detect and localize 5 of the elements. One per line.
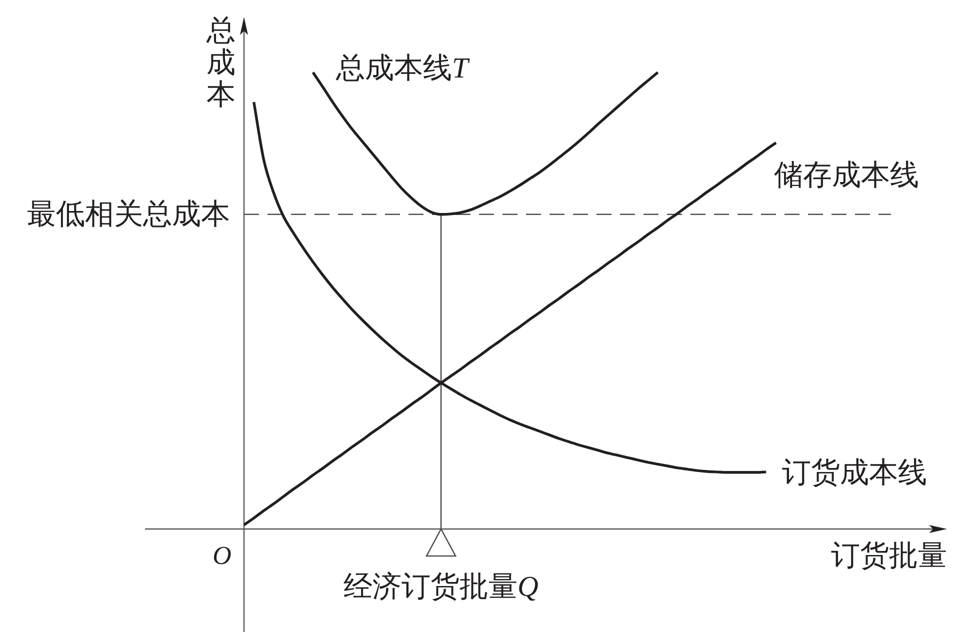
annotation: O bbox=[212, 540, 232, 570]
y-axis-title: 总成本 bbox=[206, 15, 236, 111]
annotation: 经济订货批量Q bbox=[344, 571, 539, 603]
ref-line-label: 最低相关总成本 bbox=[27, 198, 230, 230]
x-axis-title: 订货批量 bbox=[831, 540, 947, 572]
